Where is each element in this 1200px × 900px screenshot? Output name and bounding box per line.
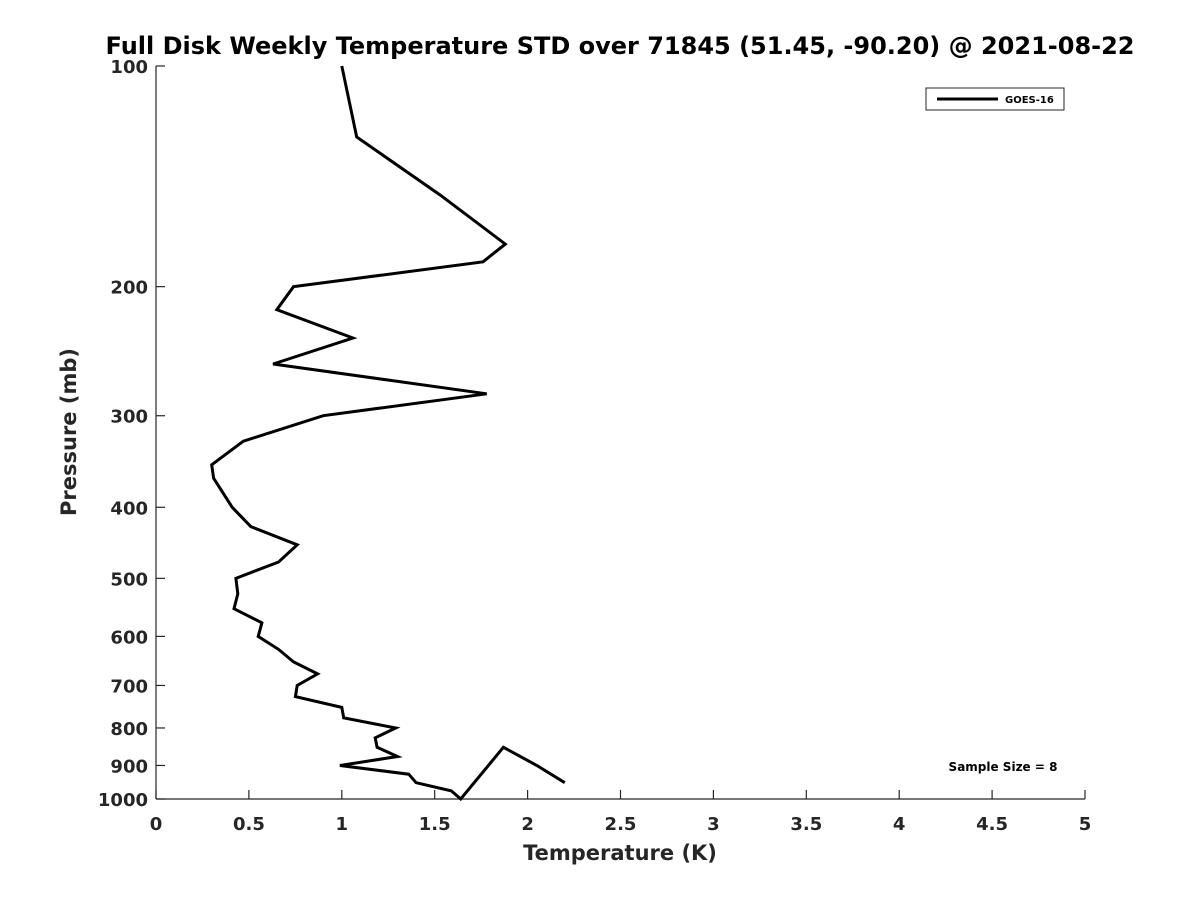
y-tick-label: 900 (110, 756, 148, 777)
series-line-goes-16 (210, 65, 566, 802)
y-tick-label: 300 (110, 407, 148, 428)
y-tick-label: 200 (110, 278, 148, 299)
x-axis-label: Temperature (K) (523, 841, 717, 865)
y-axis-label: Pressure (mb) (57, 348, 81, 516)
legend-entry-goes-16: GOES-16 (1005, 95, 1054, 106)
x-tick-label: 5 (1079, 814, 1092, 835)
x-tick-label: 4 (893, 814, 906, 835)
x-tick-label: 1 (336, 814, 349, 835)
y-tick-label: 1000 (98, 790, 148, 811)
y-tick-label: 800 (110, 719, 148, 740)
x-tick-label: 1.5 (419, 814, 451, 835)
x-tick-label: 0 (150, 814, 163, 835)
y-tick-label: 700 (110, 676, 148, 697)
x-tick-label: 4.5 (976, 814, 1008, 835)
y-tick-label: 600 (110, 627, 148, 648)
x-tick-label: 2.5 (605, 814, 637, 835)
x-ticks: 0 0.5 1 1.5 2 2.5 3 3.5 4 4.5 5 (150, 790, 1092, 835)
y-tick-label: 100 (110, 57, 148, 78)
legend: GOES-16 (925, 87, 1065, 111)
x-tick-label: 3 (707, 814, 720, 835)
y-tick-label: 400 (110, 498, 148, 519)
y-tick-label: 500 (110, 569, 148, 590)
sample-size-annotation: Sample Size = 8 (949, 760, 1058, 774)
y-ticks: 100 200 300 400 500 600 700 800 900 1000 (98, 57, 165, 811)
chart-title: Full Disk Weekly Temperature STD over 71… (106, 32, 1135, 60)
x-tick-label: 0.5 (233, 814, 265, 835)
x-tick-label: 3.5 (790, 814, 822, 835)
x-tick-label: 2 (521, 814, 534, 835)
